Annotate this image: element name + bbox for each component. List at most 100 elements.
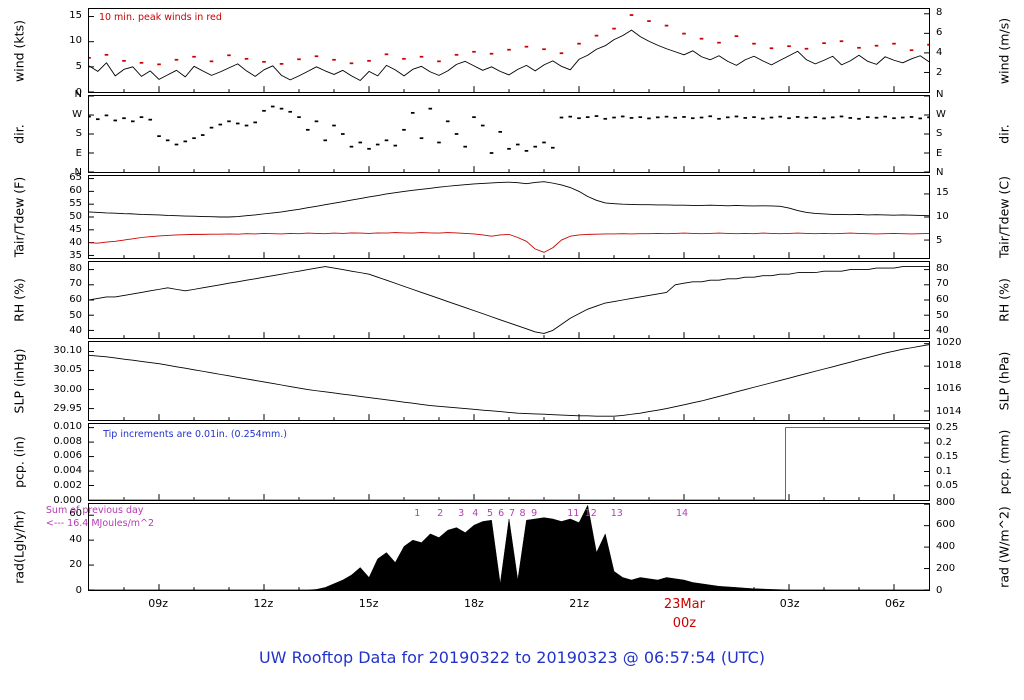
panel-wind — [88, 8, 930, 93]
ytick-slp-left: 29.95 — [53, 403, 82, 415]
panel-pcp-plot — [89, 427, 929, 500]
ytick-temp-right: 15 — [936, 187, 949, 199]
ytick-wind-left: 5 — [75, 61, 82, 73]
panel-slp — [88, 341, 930, 421]
ytick-slp-left: 30.00 — [53, 383, 82, 395]
annotation-rad-8: 7 — [509, 508, 516, 520]
x-tick-label: 18z — [464, 597, 484, 610]
annotation-rad-6: 5 — [486, 508, 493, 520]
ytick-rh-right: 70 — [936, 278, 949, 290]
ytick-dir-right: S — [936, 128, 943, 139]
ytick-dir-right: E — [936, 147, 943, 159]
panel-rad-plot — [89, 504, 929, 590]
ytick-pcp-left: 0.002 — [53, 480, 82, 492]
relative-humidity-trace — [89, 266, 929, 334]
axis-title-pcp-right: pcp. (mm) — [996, 429, 1012, 495]
panel-rh — [88, 261, 930, 339]
ytick-rad-left: 0 — [75, 585, 82, 596]
ytick-wind-right: 2 — [936, 66, 943, 78]
axis-title-rh-left: RH (%) — [11, 278, 27, 322]
annotation-wind-0: 10 min. peak winds in red — [98, 12, 222, 24]
ytick-wind-left: 0 — [75, 87, 82, 98]
axis-title-temp-right: Tair/Tdew (C) — [996, 176, 1012, 258]
ytick-wind-left: 10 — [69, 35, 82, 47]
ytick-dir-left: S — [75, 128, 82, 139]
axis-title-dir-right: dir. — [996, 124, 1012, 144]
x-tick-label: 06z — [885, 597, 905, 610]
panel-dir — [88, 95, 930, 173]
axis-title-wind-right: wind (m/s) — [996, 17, 1012, 84]
ytick-temp-left: 45 — [69, 224, 82, 236]
ytick-pcp-left: 0.004 — [53, 465, 82, 477]
panel-wind-plot — [89, 13, 929, 92]
ytick-dir-left: W — [72, 108, 82, 120]
annotation-rad-2: 1 — [414, 508, 421, 520]
sea-level-pressure-trace — [89, 344, 929, 417]
x-tick-label: 03z — [779, 597, 800, 610]
ytick-temp-right: 10 — [936, 211, 949, 222]
ytick-rh-left: 40 — [69, 325, 82, 337]
ytick-pcp-right: 0.05 — [936, 480, 959, 492]
axis-title-slp-left: SLP (inHg) — [11, 348, 27, 414]
ytick-rad-right: 800 — [936, 497, 956, 509]
panel-dir-plot — [89, 96, 929, 172]
axis-title-pcp-left: pcp. (in) — [11, 436, 27, 488]
annotation-rad-14: 14 — [675, 508, 689, 520]
ytick-pcp-left: 0.000 — [53, 495, 82, 506]
ytick-temp-left: 40 — [69, 237, 82, 249]
annotation-rad-3: 2 — [437, 508, 444, 520]
annotation-rad-12: 12 — [584, 508, 597, 520]
ytick-rad-right: 600 — [936, 519, 956, 531]
annotation-pcp-0: Tip increments are 0.01in. (0.254mm.) — [103, 429, 287, 441]
precip-accum-trace — [89, 427, 929, 500]
x-tick-label: 23Mar — [663, 597, 705, 612]
ytick-rad-right: 200 — [936, 563, 956, 575]
x-tick-label-2: 00z — [672, 616, 697, 631]
axis-title-rad-right: rad (W/m^2) — [996, 506, 1012, 588]
axis-title-rh-right: RH (%) — [996, 278, 1012, 322]
ytick-rh-right: 50 — [936, 309, 949, 321]
ytick-rad-left: 40 — [69, 533, 82, 545]
ytick-temp-left: 35 — [69, 250, 82, 262]
panel-temp-plot — [89, 178, 929, 258]
ytick-dir-left: N — [74, 167, 82, 178]
axis-title-slp-right: SLP (hPa) — [996, 351, 1012, 411]
ytick-dir-right: N — [936, 89, 944, 100]
panel-rh-plot — [89, 266, 929, 338]
ytick-temp-right: 5 — [936, 234, 943, 246]
ytick-pcp-right: 0.15 — [936, 451, 959, 463]
tdew-f-trace — [89, 232, 929, 253]
ytick-rad-right: 400 — [936, 541, 956, 553]
axis-title-rad-left: rad(Lgly/hr) — [11, 510, 27, 584]
ytick-rad-left: 20 — [69, 559, 82, 571]
ytick-rh-right: 40 — [936, 325, 949, 337]
ytick-dir-right: W — [936, 108, 946, 120]
annotation-rad-5: 4 — [472, 508, 479, 520]
ytick-rh-left: 70 — [69, 278, 82, 290]
ytick-slp-right: 1020 — [936, 336, 962, 348]
tair-f-trace — [89, 181, 929, 218]
ytick-slp-right: 1016 — [936, 382, 962, 394]
ytick-wind-right: 8 — [936, 6, 943, 18]
ytick-temp-left: 50 — [69, 211, 82, 222]
solar-radiation-area — [89, 504, 929, 590]
annotation-rad-9: 8 — [519, 508, 526, 520]
x-tick-label: 21z — [569, 597, 590, 610]
ytick-rad-left: 60 — [69, 508, 82, 520]
ytick-slp-right: 1018 — [936, 359, 962, 371]
annotation-rad-11: 11 — [567, 508, 580, 520]
annotation-rad-1: <--- 16.4 MJoules/m^2 — [45, 517, 155, 529]
annotation-rad-0: Sum of previous day — [45, 504, 144, 516]
ytick-rh-left: 50 — [69, 309, 82, 321]
ytick-rh-left: 80 — [69, 262, 82, 274]
ytick-dir-left: N — [74, 89, 82, 100]
annotation-rad-4: 3 — [458, 508, 465, 520]
x-tick-label: 12z — [253, 597, 274, 610]
ytick-temp-left: 60 — [69, 184, 82, 196]
wind-speed-kts-trace — [89, 29, 929, 81]
ytick-dir-right: N — [936, 167, 944, 178]
ytick-pcp-right: 0.25 — [936, 421, 959, 433]
ytick-temp-left: 55 — [69, 197, 82, 209]
ytick-pcp-left: 0.010 — [53, 420, 82, 432]
